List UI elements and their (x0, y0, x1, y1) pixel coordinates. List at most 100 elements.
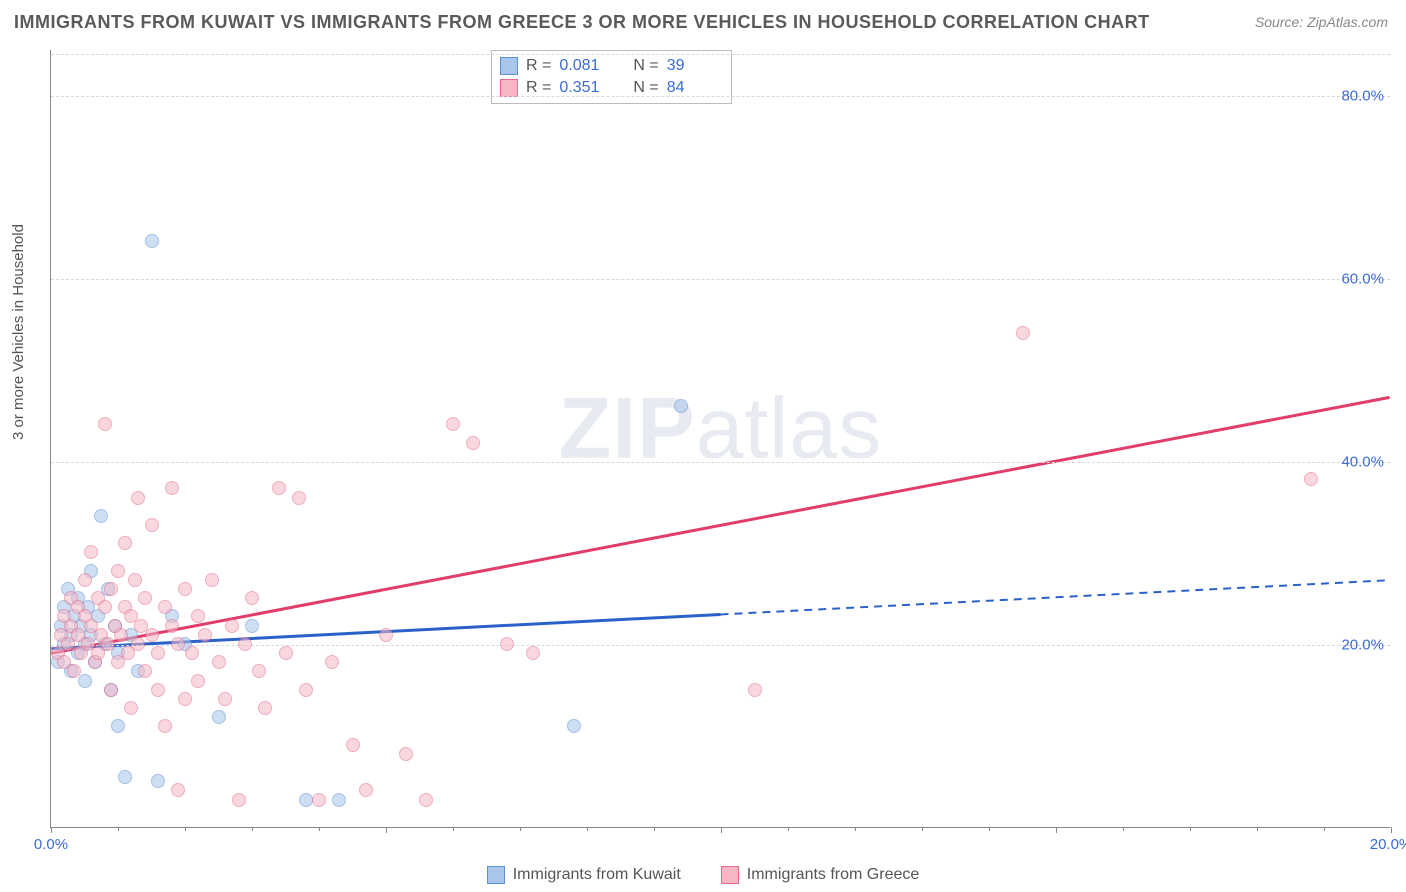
y-tick-label: 60.0% (1341, 270, 1384, 287)
scatter-point (145, 234, 159, 248)
scatter-point (138, 664, 152, 678)
scatter-point (104, 582, 118, 596)
chart-title: IMMIGRANTS FROM KUWAIT VS IMMIGRANTS FRO… (14, 12, 1150, 33)
legend-swatch (487, 866, 505, 884)
x-tick-mark (51, 827, 52, 833)
r-label: R = (526, 57, 551, 75)
x-tick-mark (1391, 827, 1392, 833)
scatter-point (165, 481, 179, 495)
scatter-point (178, 582, 192, 596)
watermark: ZIPatlas (559, 379, 882, 478)
gridline-horizontal (51, 462, 1390, 463)
x-minor-tick-mark (118, 827, 119, 831)
scatter-point (212, 710, 226, 724)
n-label: N = (633, 57, 658, 75)
scatter-point (399, 747, 413, 761)
scatter-point (185, 646, 199, 660)
scatter-point (131, 637, 145, 651)
scatter-point (114, 628, 128, 642)
legend-item: Immigrants from Greece (721, 866, 919, 884)
scatter-point (245, 591, 259, 605)
scatter-point (292, 491, 306, 505)
scatter-point (124, 701, 138, 715)
x-tick-mark (386, 827, 387, 833)
scatter-point (325, 655, 339, 669)
gridline-horizontal (51, 96, 1390, 97)
x-minor-tick-mark (319, 827, 320, 831)
scatter-point (191, 609, 205, 623)
scatter-point (151, 774, 165, 788)
scatter-point (218, 692, 232, 706)
scatter-point (299, 683, 313, 697)
x-minor-tick-mark (922, 827, 923, 831)
gridline-horizontal (51, 54, 1390, 55)
scatter-point (346, 738, 360, 752)
scatter-point (158, 719, 172, 733)
r-value: 0.081 (559, 57, 615, 75)
scatter-point (67, 664, 81, 678)
x-minor-tick-mark (1123, 827, 1124, 831)
x-minor-tick-mark (989, 827, 990, 831)
scatter-point (118, 536, 132, 550)
stat-row: R =0.081N =39 (500, 55, 723, 77)
scatter-point (94, 509, 108, 523)
legend-label: Immigrants from Kuwait (513, 866, 681, 884)
scatter-point (198, 628, 212, 642)
scatter-point (191, 674, 205, 688)
legend-label: Immigrants from Greece (747, 866, 919, 884)
chart-plot-area: ZIPatlas R =0.081N =39R =0.351N =84 20.0… (50, 50, 1390, 828)
n-label: N = (633, 79, 658, 97)
r-label: R = (526, 79, 551, 97)
scatter-point (151, 683, 165, 697)
scatter-point (500, 637, 514, 651)
x-tick-label: 20.0% (1370, 836, 1406, 853)
scatter-point (299, 793, 313, 807)
scatter-point (232, 793, 246, 807)
scatter-point (171, 637, 185, 651)
scatter-point (272, 481, 286, 495)
x-minor-tick-mark (1190, 827, 1191, 831)
y-tick-label: 40.0% (1341, 453, 1384, 470)
scatter-point (178, 692, 192, 706)
x-minor-tick-mark (453, 827, 454, 831)
scatter-point (84, 545, 98, 559)
scatter-point (128, 573, 142, 587)
scatter-point (165, 619, 179, 633)
scatter-point (111, 564, 125, 578)
scatter-point (1016, 326, 1030, 340)
scatter-point (104, 683, 118, 697)
scatter-point (145, 518, 159, 532)
scatter-point (359, 783, 373, 797)
x-minor-tick-mark (788, 827, 789, 831)
x-minor-tick-mark (1324, 827, 1325, 831)
scatter-point (245, 619, 259, 633)
x-minor-tick-mark (587, 827, 588, 831)
gridline-horizontal (51, 279, 1390, 280)
scatter-point (151, 646, 165, 660)
scatter-point (258, 701, 272, 715)
scatter-point (111, 719, 125, 733)
scatter-point (205, 573, 219, 587)
legend-swatch (721, 866, 739, 884)
scatter-point (748, 683, 762, 697)
scatter-point (567, 719, 581, 733)
x-minor-tick-mark (855, 827, 856, 831)
legend-item: Immigrants from Kuwait (487, 866, 681, 884)
scatter-point (225, 619, 239, 633)
scatter-point (138, 591, 152, 605)
scatter-point (279, 646, 293, 660)
scatter-point (446, 417, 460, 431)
scatter-point (674, 399, 688, 413)
scatter-point (419, 793, 433, 807)
scatter-point (332, 793, 346, 807)
x-minor-tick-mark (654, 827, 655, 831)
scatter-point (1304, 472, 1318, 486)
scatter-point (145, 628, 159, 642)
scatter-point (78, 573, 92, 587)
x-minor-tick-mark (252, 827, 253, 831)
x-tick-mark (721, 827, 722, 833)
x-minor-tick-mark (1257, 827, 1258, 831)
trend-lines-layer (51, 50, 1390, 827)
source-attribution: Source: ZipAtlas.com (1255, 14, 1388, 30)
x-tick-mark (1056, 827, 1057, 833)
